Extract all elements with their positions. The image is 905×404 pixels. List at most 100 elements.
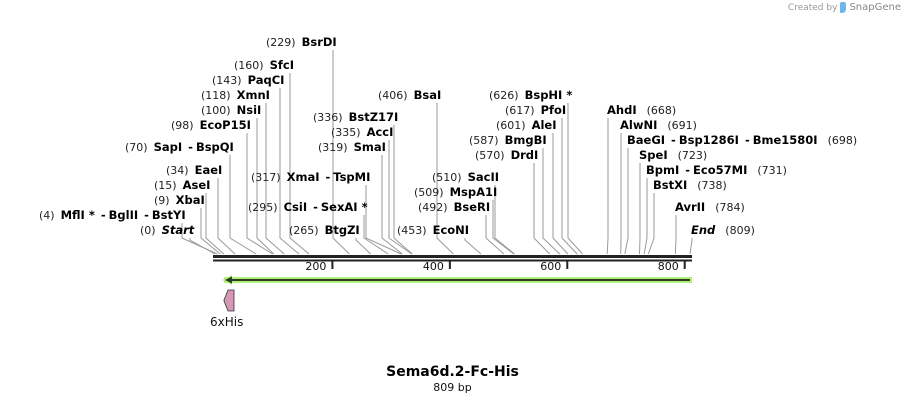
site-label-spei[interactable]: SpeI (723) [639, 148, 707, 163]
site-label-btgzi[interactable]: (265) BtgZI [289, 223, 360, 238]
enzyme-name: SapI [153, 140, 183, 154]
site-position: (317) [251, 171, 281, 184]
site-label-avrii[interactable]: AvrII (784) [675, 200, 745, 215]
site-position: (509) [414, 186, 444, 199]
site-position: (510) [432, 171, 462, 184]
enzyme-name: BstYI [151, 208, 186, 222]
cut-site-line [647, 193, 655, 255]
site-position: (617) [505, 104, 535, 117]
site-label-alei[interactable]: (601) AleI [496, 118, 557, 133]
site-label-smai[interactable]: (319) SmaI [318, 140, 386, 155]
site-position: (100) [201, 104, 231, 117]
enzyme-name: XmnI [236, 88, 270, 102]
dna-backbone [213, 255, 692, 262]
site-label-pfoi[interactable]: (617) PfoI [505, 103, 566, 118]
site-label-nsii[interactable]: (100) NsiI [201, 103, 261, 118]
cut-site-line [200, 208, 221, 255]
tick-label-600: 600 [540, 260, 562, 273]
site-position: (4) [39, 209, 55, 222]
enzyme-name: PaqCI [247, 73, 285, 87]
site-label-mfli[interactable]: (4) MflI * - BglII - BstYI [39, 208, 186, 223]
cut-site-line [533, 163, 551, 255]
site-position: (98) [171, 119, 194, 132]
site-position: (118) [201, 89, 231, 102]
site-label-start[interactable]: (0) Start [140, 223, 194, 238]
site-position: (265) [289, 224, 319, 237]
enzyme-name: DrdI [510, 148, 539, 162]
green-orf-arrow[interactable] [222, 275, 692, 285]
site-label-asei[interactable]: (15) AseI [154, 178, 210, 193]
cut-site-line [552, 133, 569, 255]
site-label-bstxi[interactable]: BstXI (738) [653, 178, 727, 193]
site-label-xmai[interactable]: (317) XmaI - TspMI [251, 170, 370, 185]
cut-site-line [388, 140, 412, 255]
site-position: (587) [469, 134, 499, 147]
site-label-bmgbi[interactable]: (587) BmgBI [469, 133, 547, 148]
cut-site-line [689, 238, 693, 255]
site-label-bsphi[interactable]: (626) BspHI * [489, 88, 572, 103]
enzyme-name: BaeGI [627, 133, 666, 147]
feature-label-6xhis: 6xHis [210, 315, 244, 329]
enzyme-name: SacII [467, 170, 500, 184]
site-label-alwni[interactable]: AlwNI (691) [620, 118, 697, 133]
enzyme-name: TspMI [333, 170, 371, 184]
name-separator: - [100, 208, 106, 222]
enzyme-name: End [691, 223, 716, 237]
cut-site-line [279, 88, 300, 255]
site-position: (15) [154, 179, 177, 192]
cut-site-line [542, 148, 561, 255]
site-label-bsai[interactable]: (406) BsaI [378, 88, 441, 103]
enzyme-name: BseRI [453, 200, 491, 214]
site-label-end[interactable]: End (809) [691, 223, 755, 238]
site-label-econi[interactable]: (453) EcoNI [397, 223, 469, 238]
cut-site-line [624, 148, 629, 255]
enzyme-name: BsrDI [301, 35, 337, 49]
site-label-sapi[interactable]: (70) SapI - BspQI [125, 140, 234, 155]
site-position: (406) [378, 89, 408, 102]
site-position: (9) [154, 194, 170, 207]
cut-site-line [567, 103, 583, 255]
enzyme-name: NsiI [236, 103, 262, 117]
name-separator: - [144, 208, 149, 222]
cut-site-line [355, 238, 371, 255]
site-label-paqci[interactable]: (143) PaqCI [212, 73, 284, 88]
site-label-ecop15i[interactable]: (98) EcoP15I [171, 118, 251, 133]
enzyme-name: BsaI [413, 88, 442, 102]
site-position: (731) [757, 164, 787, 177]
sequence-length: 809 bp [433, 381, 472, 394]
site-label-bseri[interactable]: (492) BseRI [418, 200, 490, 215]
site-position: (70) [125, 141, 148, 154]
enzyme-name: BmgBI [504, 133, 547, 147]
site-label-csii[interactable]: (295) CsiI - SexAI * [248, 200, 368, 215]
site-label-bstz17i[interactable]: (336) BstZ17I [313, 110, 398, 125]
site-label-bpmi[interactable]: BpmI - Eco57MI (731) [646, 163, 787, 178]
snapgene-credit: Created by SnapGene [788, 2, 901, 13]
site-label-baegi[interactable]: BaeGI - Bsp1286I - Bme1580I (698) [627, 133, 857, 148]
enzyme-name: AccI [366, 125, 394, 139]
site-label-sfci[interactable]: (160) SfcI [234, 58, 294, 73]
site-label-mspa1i[interactable]: (509) MspA1I [414, 185, 497, 200]
enzyme-name: Start [161, 223, 195, 237]
enzyme-name: BstXI [653, 178, 688, 192]
site-label-eaei[interactable]: (34) EaeI [166, 163, 222, 178]
site-label-ahdi[interactable]: AhdI (668) [607, 103, 676, 118]
site-label-acci[interactable]: (335) AccI [331, 125, 393, 140]
site-position: (723) [677, 149, 708, 162]
site-label-xmni[interactable]: (118) XmnI [201, 88, 270, 103]
site-position: (160) [234, 59, 264, 72]
site-label-xbai[interactable]: (9) XbaI [154, 193, 205, 208]
site-label-bsrdi[interactable]: (229) BsrDI [266, 35, 337, 50]
tick-label-200: 200 [305, 260, 327, 273]
cut-site-line [393, 125, 413, 255]
6xhis-feature[interactable] [223, 289, 235, 312]
cut-site-line [365, 185, 402, 255]
enzyme-name: Bme1580I [752, 133, 818, 147]
site-label-drdi[interactable]: (570) DrdI [475, 148, 538, 163]
enzyme-name: XmaI [286, 170, 320, 184]
enzyme-name: BpmI [646, 163, 680, 177]
name-separator: - [325, 170, 331, 184]
tick-label-800: 800 [657, 260, 679, 273]
cut-site-line [189, 238, 216, 255]
enzyme-name: XbaI [175, 193, 205, 207]
site-label-sacii[interactable]: (510) SacII [432, 170, 499, 185]
